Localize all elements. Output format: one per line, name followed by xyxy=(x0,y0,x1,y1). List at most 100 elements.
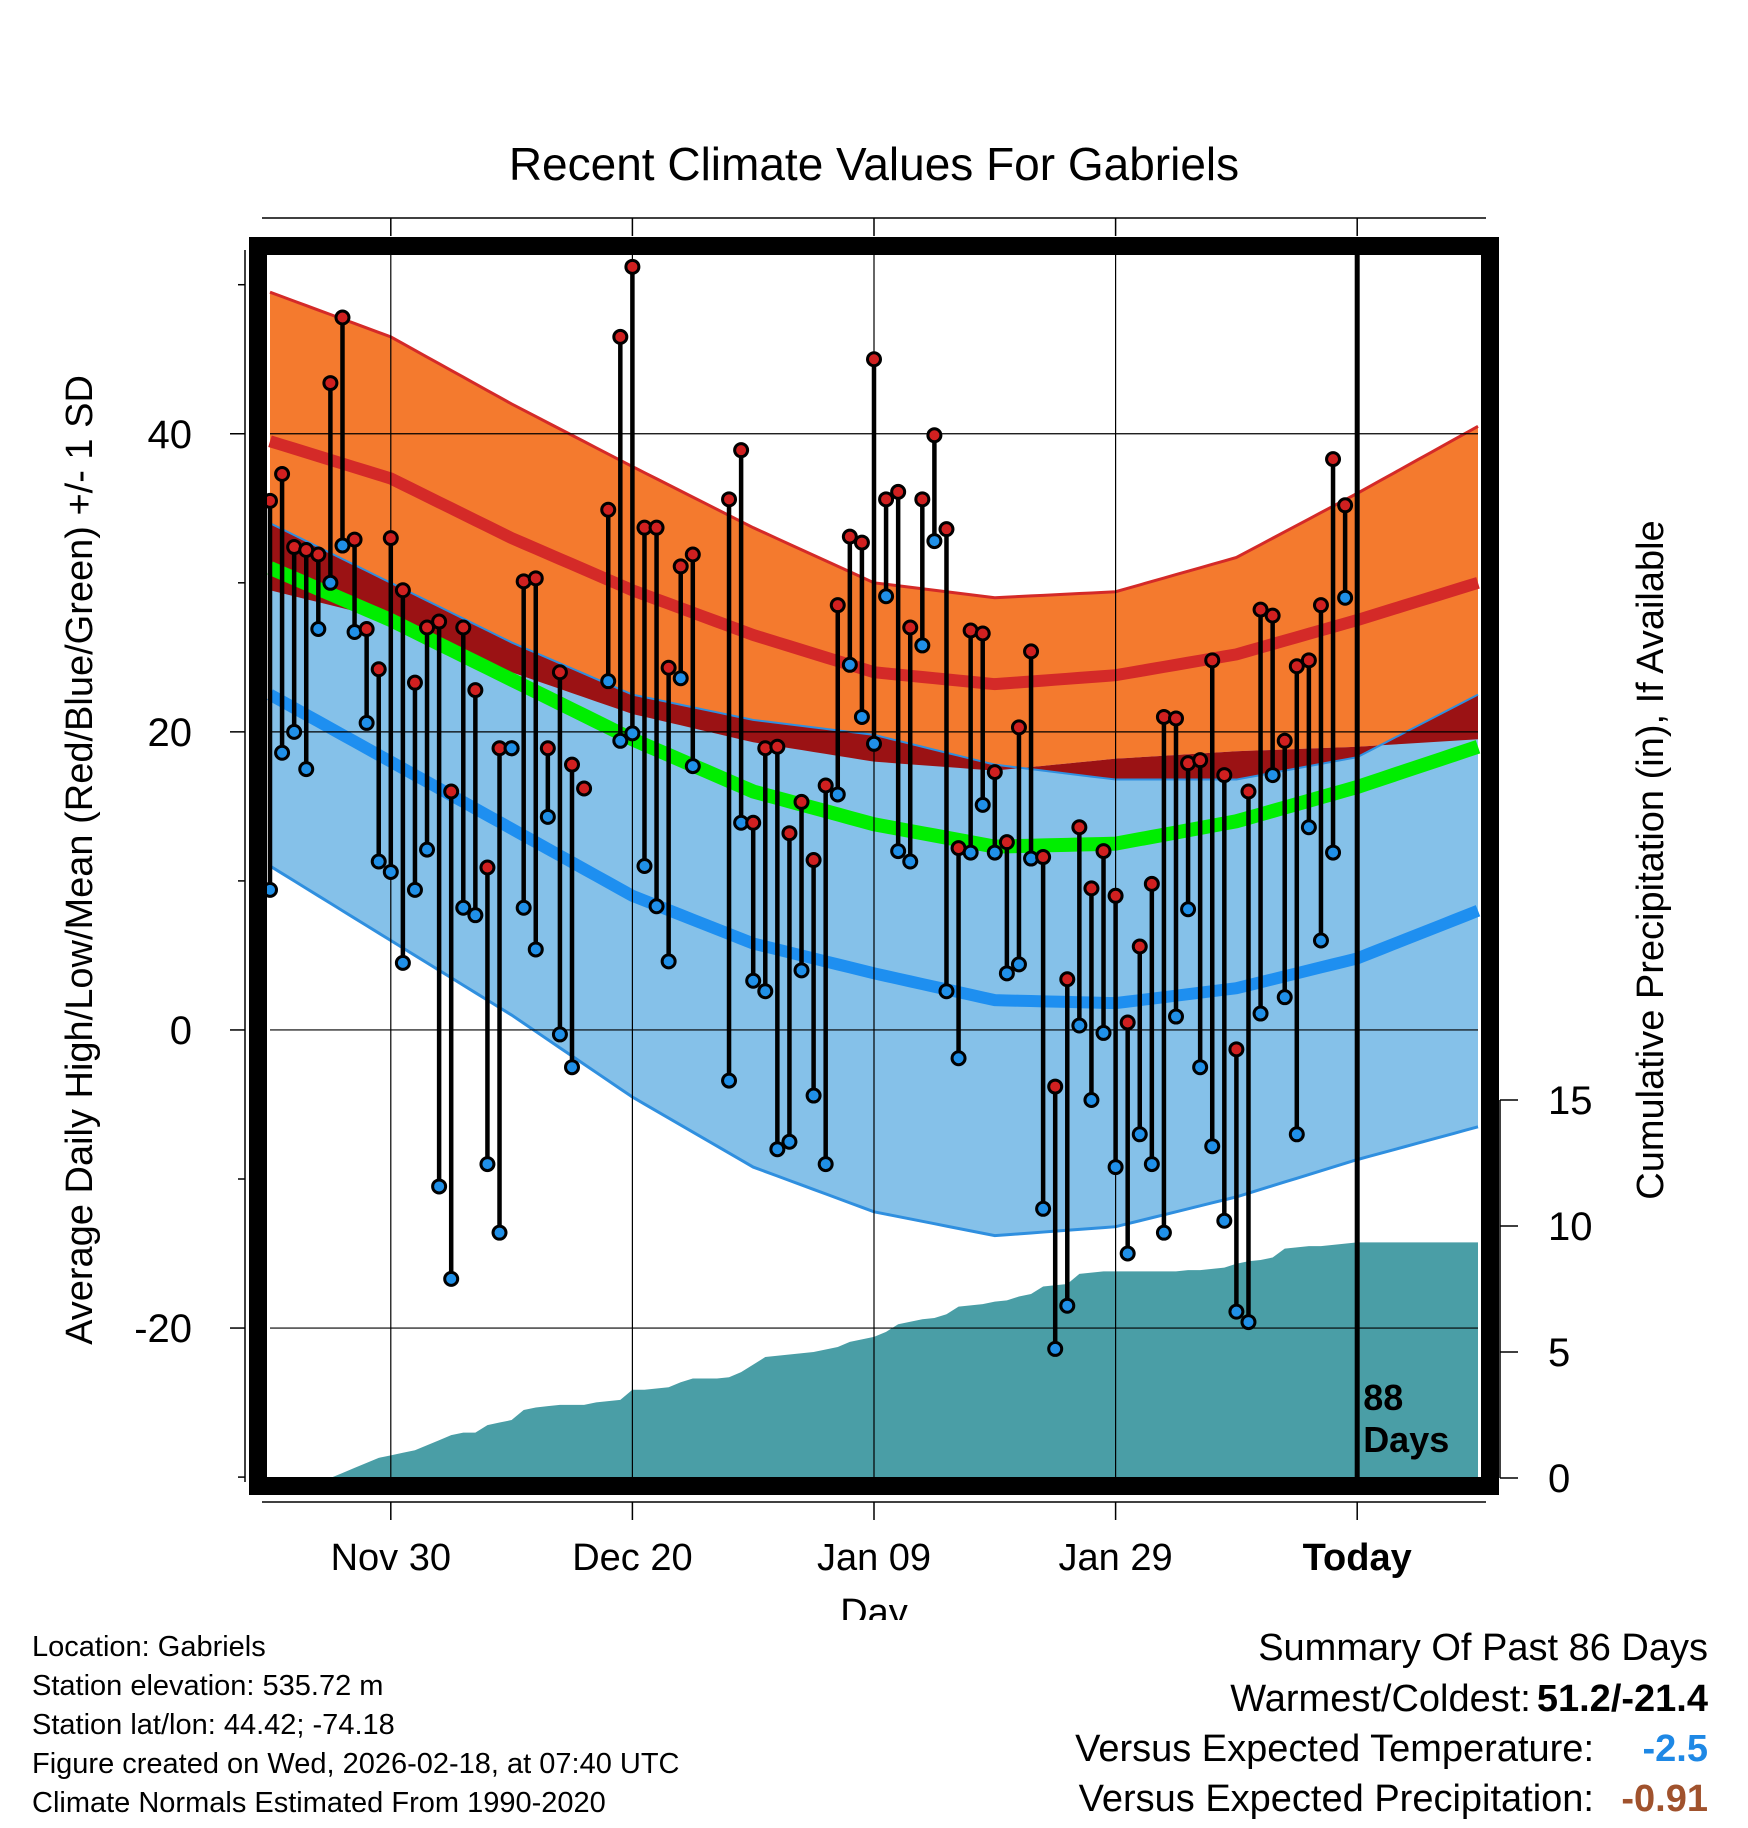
right-tick-label: 10 xyxy=(1548,1205,1593,1249)
daily-high-point xyxy=(1216,767,1233,784)
daily-low-point xyxy=(926,533,943,550)
daily-low-point xyxy=(1276,989,1293,1006)
left-tick-label: -20 xyxy=(134,1307,192,1351)
daily-high-point xyxy=(1119,1014,1136,1031)
daily-low-point xyxy=(1180,901,1197,918)
daily-low-point xyxy=(431,1178,448,1195)
daily-high-point xyxy=(1131,938,1148,955)
daily-high-point xyxy=(986,764,1003,781)
daily-high-point xyxy=(334,309,351,326)
daily-high-point xyxy=(406,674,423,691)
daily-high-point xyxy=(419,619,436,636)
left-tick-label: 20 xyxy=(148,711,193,755)
daily-low-point xyxy=(1035,1200,1052,1217)
daily-high-point xyxy=(914,491,931,508)
daily-low-point xyxy=(1071,1017,1088,1034)
elevation-text: Station elevation: 535.72 m xyxy=(32,1670,384,1702)
daily-low-point xyxy=(781,1133,798,1150)
daily-high-point xyxy=(926,427,943,444)
daily-high-point xyxy=(648,519,665,536)
daily-low-point xyxy=(612,732,629,749)
daily-low-point xyxy=(1264,767,1281,784)
precipitation-departure-row: Versus Expected Precipitation: -0.91 xyxy=(1075,1774,1708,1824)
daily-low-point xyxy=(1192,1059,1209,1076)
plot-frame xyxy=(249,237,1499,1495)
daily-low-point xyxy=(264,881,278,898)
daily-low-point xyxy=(878,588,895,605)
daily-low-point xyxy=(1204,1138,1221,1155)
summary-title: Summary Of Past 86 Days xyxy=(1258,1627,1708,1669)
today-days-label: Days xyxy=(1363,1419,1449,1460)
chart-title: Recent Climate Values For Gabriels xyxy=(509,138,1239,190)
daily-high-point xyxy=(1047,1078,1064,1095)
x-tick-label: Today xyxy=(1303,1537,1412,1579)
daily-high-point xyxy=(1023,643,1040,660)
daily-low-point xyxy=(551,1026,568,1043)
daily-high-point xyxy=(1095,843,1112,860)
daily-low-point xyxy=(938,983,955,1000)
daily-low-point xyxy=(406,881,423,898)
daily-low-point xyxy=(962,844,979,861)
daily-high-point xyxy=(938,521,955,538)
daily-high-point xyxy=(817,777,834,794)
daily-low-point xyxy=(1337,589,1354,606)
daily-low-point xyxy=(805,1087,822,1104)
daily-high-point xyxy=(721,491,738,508)
y-axis-label-left: Average Daily High/Low/Mean (Red/Blue/Gr… xyxy=(59,375,101,1345)
daily-low-point xyxy=(419,841,436,858)
daily-low-point xyxy=(1119,1245,1136,1262)
daily-low-point xyxy=(1216,1212,1233,1229)
left-tick-label: 40 xyxy=(148,413,193,457)
right-tick-label: 5 xyxy=(1548,1331,1570,1375)
daily-low-point xyxy=(479,1156,496,1173)
daily-low-point xyxy=(1312,932,1329,949)
daily-low-point xyxy=(1095,1024,1112,1041)
daily-high-point xyxy=(431,613,448,630)
daily-high-point xyxy=(672,558,689,575)
daily-high-point xyxy=(624,258,641,275)
daily-high-point xyxy=(346,531,363,548)
daily-low-point xyxy=(1010,956,1027,973)
daily-high-point xyxy=(684,546,701,563)
daily-high-point xyxy=(1276,732,1293,749)
normals-text: Climate Normals Estimated From 1990-2020 xyxy=(32,1787,606,1819)
daily-high-point xyxy=(878,491,895,508)
daily-high-point xyxy=(539,740,556,757)
daily-low-point xyxy=(998,965,1015,982)
station-info: Location: Gabriels Station elevation: 53… xyxy=(32,1628,680,1823)
daily-high-point xyxy=(769,738,786,755)
daily-high-point xyxy=(455,619,472,636)
daily-high-point xyxy=(382,530,399,547)
daily-low-point xyxy=(1252,1005,1269,1022)
daily-high-point xyxy=(890,483,907,500)
daily-low-point xyxy=(853,708,870,725)
daily-low-point xyxy=(394,954,411,971)
daily-low-point xyxy=(539,808,556,825)
daily-low-point xyxy=(334,537,351,554)
daily-high-point xyxy=(358,621,375,638)
daily-high-point xyxy=(264,492,278,509)
daily-low-point xyxy=(1288,1126,1305,1143)
daily-high-point xyxy=(1204,652,1221,669)
y-axis-label-right: Cumulative Precipitation (in), If Availa… xyxy=(1630,520,1672,1199)
daily-low-point xyxy=(322,574,339,591)
created-text: Figure created on Wed, 2026-02-18, at 07… xyxy=(32,1748,680,1780)
precipitation-departure-value: -0.91 xyxy=(1621,1778,1708,1820)
daily-low-point xyxy=(310,621,327,638)
daily-low-point xyxy=(286,723,303,740)
daily-low-point xyxy=(1047,1340,1064,1357)
daily-high-point xyxy=(310,546,327,563)
temperature-departure-label: Versus Expected Temperature: xyxy=(1075,1728,1594,1770)
daily-low-point xyxy=(684,758,701,775)
daily-high-point xyxy=(564,756,580,773)
daily-high-point xyxy=(612,328,629,345)
daily-high-point xyxy=(1083,880,1100,897)
x-tick-label: Jan 09 xyxy=(817,1537,931,1579)
daily-high-point xyxy=(1071,819,1088,836)
daily-high-point xyxy=(1168,710,1184,727)
daily-low-point xyxy=(624,725,641,742)
x-tick-label: Dec 20 xyxy=(572,1537,692,1579)
daily-high-point xyxy=(805,852,822,869)
daily-low-point xyxy=(467,907,484,924)
daily-low-point xyxy=(745,972,762,989)
